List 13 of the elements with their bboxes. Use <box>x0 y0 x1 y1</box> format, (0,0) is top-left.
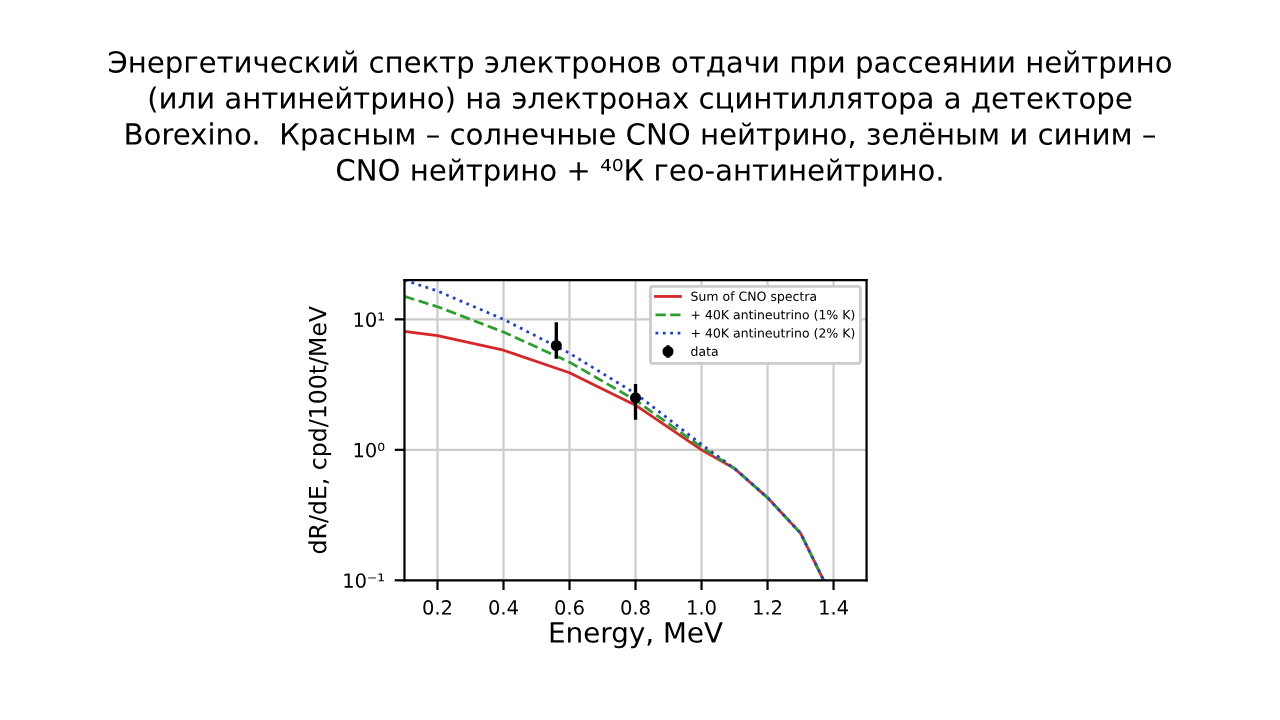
x-tick-label: 1.4 <box>820 600 848 615</box>
y-tick-label: 10⁻¹ <box>344 573 384 588</box>
y-tick-label: 10⁰ <box>354 442 385 458</box>
x-tick-label: 0.8 <box>621 600 650 615</box>
x-tick-label: 0.6 <box>555 600 584 615</box>
x-tick-label: 0.4 <box>489 600 518 615</box>
x-axis-title: Energy, MeV <box>550 622 723 649</box>
chart-title: Энергетический спектр электронов отдачи при рассеянии нейтрино (или антинейтрино) на электронах сцинтиллятора а детекторе Borexino. Красным – солнечные CNO нейтрино, зелёным и синим – CNO нейтрино + ⁴⁰К гео-антинейтрино. <box>108 50 1171 187</box>
x-tick-label: 1.2 <box>754 600 782 615</box>
y-axis-title: dR/dE, cpd/100t/MeV <box>308 306 332 554</box>
x-tick-label: 0.2 <box>423 600 451 615</box>
y-tick-label: 10¹ <box>354 312 384 328</box>
x-tick-label: 1.0 <box>688 600 716 615</box>
